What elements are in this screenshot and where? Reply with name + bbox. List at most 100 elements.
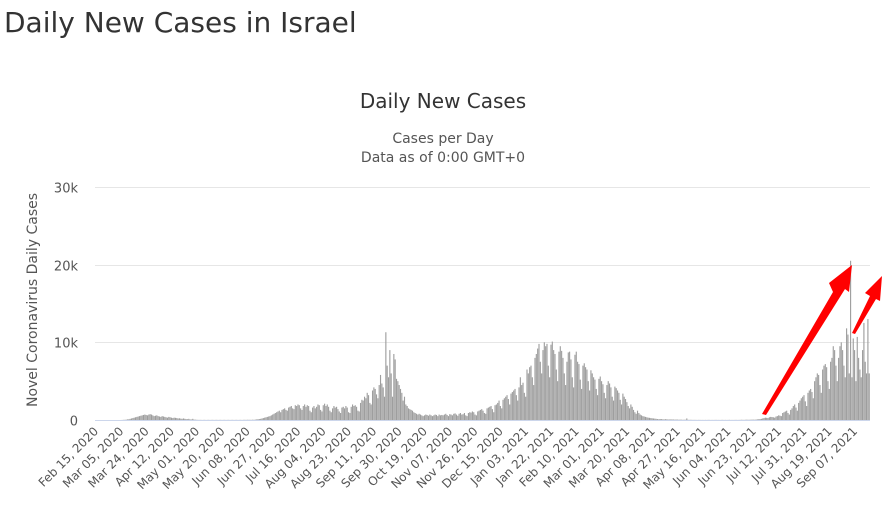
bar[interactable] (450, 414, 452, 420)
bar[interactable] (414, 413, 416, 420)
bar[interactable] (459, 413, 461, 420)
bar[interactable] (655, 418, 657, 420)
bar[interactable] (455, 414, 457, 420)
bar[interactable] (782, 413, 784, 420)
bar[interactable] (784, 411, 786, 420)
bar[interactable] (280, 412, 282, 420)
bar[interactable] (590, 370, 592, 420)
bar[interactable] (567, 352, 569, 420)
bar[interactable] (527, 373, 529, 420)
bar[interactable] (306, 405, 308, 420)
bar[interactable] (177, 418, 179, 420)
bar[interactable] (806, 406, 808, 420)
bar[interactable] (375, 394, 378, 420)
bar[interactable] (286, 410, 288, 420)
bar[interactable] (654, 418, 656, 420)
bar[interactable] (467, 413, 469, 420)
bar[interactable] (184, 418, 186, 420)
bar[interactable] (356, 406, 358, 420)
bar[interactable] (840, 342, 842, 420)
bar[interactable] (308, 406, 310, 420)
bar[interactable] (465, 415, 467, 420)
bar[interactable] (300, 408, 302, 420)
bar[interactable] (473, 412, 475, 420)
bar[interactable] (541, 373, 543, 420)
bar[interactable] (318, 405, 320, 420)
bar[interactable] (851, 377, 853, 420)
bar[interactable] (644, 416, 647, 420)
bar[interactable] (415, 413, 418, 420)
bar[interactable] (830, 361, 832, 420)
bar[interactable] (860, 377, 862, 420)
bar[interactable] (349, 413, 351, 420)
bar[interactable] (515, 395, 517, 420)
bar[interactable] (168, 416, 170, 420)
bar[interactable] (427, 415, 430, 420)
bar[interactable] (517, 400, 519, 420)
bar[interactable] (686, 418, 688, 420)
bar[interactable] (850, 260, 852, 420)
bar[interactable] (623, 396, 625, 420)
bar[interactable] (363, 396, 366, 420)
bar[interactable] (289, 406, 291, 420)
bar[interactable] (792, 406, 794, 420)
bar[interactable] (173, 417, 175, 420)
bar[interactable] (281, 409, 283, 420)
bar[interactable] (439, 415, 442, 420)
bar[interactable] (462, 414, 464, 420)
bar[interactable] (486, 408, 488, 420)
bar[interactable] (559, 346, 561, 420)
bar[interactable] (362, 400, 364, 420)
bar[interactable] (274, 413, 276, 420)
bar[interactable] (628, 408, 631, 420)
bar[interactable] (158, 416, 161, 421)
bar[interactable] (778, 415, 780, 420)
bar[interactable] (795, 407, 797, 420)
bar[interactable] (839, 346, 841, 420)
bar[interactable] (276, 412, 278, 420)
bar[interactable] (862, 350, 864, 420)
bar[interactable] (558, 351, 560, 420)
bar[interactable] (538, 343, 540, 420)
bar[interactable] (264, 417, 266, 420)
bar[interactable] (174, 417, 177, 420)
bar[interactable] (619, 399, 621, 420)
bar[interactable] (302, 406, 304, 420)
bar[interactable] (148, 414, 150, 420)
bar[interactable] (658, 419, 660, 420)
bar[interactable] (341, 407, 343, 420)
bar[interactable] (501, 408, 503, 420)
bar[interactable] (285, 409, 287, 420)
bar[interactable] (398, 385, 400, 420)
bar[interactable] (601, 381, 603, 420)
bar[interactable] (577, 361, 579, 420)
bar[interactable] (493, 412, 495, 420)
bar[interactable] (421, 415, 423, 420)
bar[interactable] (774, 417, 776, 420)
bar[interactable] (634, 412, 636, 420)
bar[interactable] (607, 381, 609, 420)
bar[interactable] (602, 384, 604, 420)
bar[interactable] (768, 417, 770, 420)
bar[interactable] (511, 392, 513, 420)
bar[interactable] (844, 377, 846, 420)
bar[interactable] (815, 377, 817, 420)
bar[interactable] (566, 361, 568, 420)
bar[interactable] (767, 418, 769, 420)
bar[interactable] (262, 418, 264, 420)
bar[interactable] (130, 418, 133, 420)
bar[interactable] (591, 373, 593, 420)
bar[interactable] (834, 350, 836, 420)
bar[interactable] (136, 416, 138, 420)
bar[interactable] (810, 388, 812, 420)
bar[interactable] (534, 357, 536, 420)
bar[interactable] (169, 417, 171, 420)
bar[interactable] (671, 419, 673, 420)
bar[interactable] (620, 404, 623, 420)
bar[interactable] (257, 419, 259, 420)
bar[interactable] (663, 419, 665, 420)
bar[interactable] (652, 418, 655, 420)
bar[interactable] (369, 402, 371, 420)
bar[interactable] (842, 350, 844, 420)
bar[interactable] (791, 408, 793, 420)
